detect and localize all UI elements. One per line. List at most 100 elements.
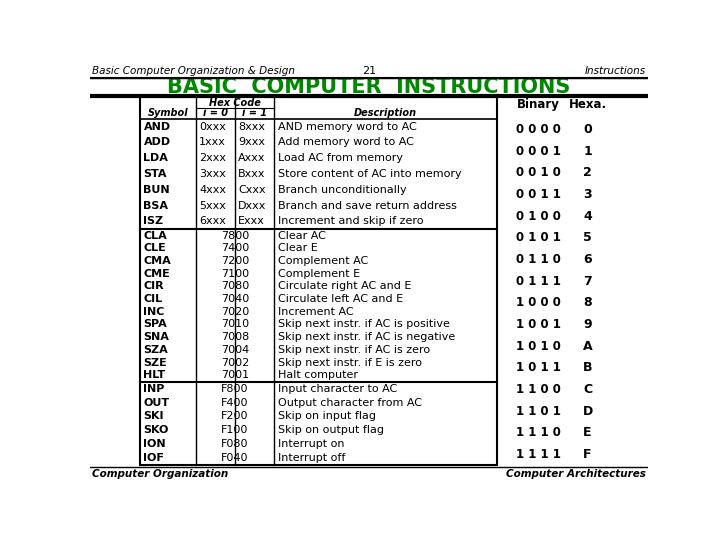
Text: SKO: SKO [143,426,169,435]
Text: CIR: CIR [143,281,164,292]
Text: 7004: 7004 [221,345,249,355]
Text: LDA: LDA [143,153,168,163]
Text: SPA: SPA [143,320,167,329]
Text: Store content of AC into memory: Store content of AC into memory [277,169,462,179]
Text: INC: INC [143,307,165,317]
Text: 0xxx: 0xxx [199,122,226,132]
Text: 1 0 0 1: 1 0 0 1 [516,318,561,331]
Text: Skip on input flag: Skip on input flag [277,411,376,421]
Text: 0 1 0 1: 0 1 0 1 [516,231,561,244]
Text: 7400: 7400 [221,243,249,253]
Text: Interrupt on: Interrupt on [277,440,344,449]
Text: Hex Code: Hex Code [209,98,261,107]
Text: 7080: 7080 [221,281,249,292]
Text: 0 1 1 0: 0 1 1 0 [516,253,561,266]
Text: 2: 2 [583,166,592,179]
Text: 21: 21 [362,66,376,76]
Text: Axxx: Axxx [238,153,266,163]
Text: F080: F080 [221,440,248,449]
Text: IOF: IOF [143,453,164,463]
Text: 7010: 7010 [221,320,249,329]
Text: F200: F200 [221,411,248,421]
Text: 0: 0 [583,123,592,136]
Text: F: F [583,448,592,461]
Text: Increment AC: Increment AC [277,307,354,317]
Text: E: E [583,426,592,439]
Text: Computer Architectures: Computer Architectures [506,469,646,478]
Text: Complement E: Complement E [277,269,360,279]
Text: 1 1 1 0: 1 1 1 0 [516,426,561,439]
Text: 0 1 1 1: 0 1 1 1 [516,275,561,288]
Text: CLE: CLE [143,243,166,253]
Text: Increment and skip if zero: Increment and skip if zero [277,217,423,226]
Text: 4xxx: 4xxx [199,185,226,195]
Text: Clear AC: Clear AC [277,231,325,240]
Text: 5: 5 [583,231,592,244]
Text: 8xxx: 8xxx [238,122,265,132]
Text: Hexa.: Hexa. [569,98,607,111]
Text: 3xxx: 3xxx [199,169,226,179]
Text: B: B [582,361,593,374]
Text: AND: AND [143,122,171,132]
Text: 1 1 1 1: 1 1 1 1 [516,448,561,461]
Text: Basic Computer Organization & Design: Basic Computer Organization & Design [92,66,295,76]
Text: BASIC  COMPUTER  INSTRUCTIONS: BASIC COMPUTER INSTRUCTIONS [167,77,571,97]
Text: Load AC from memory: Load AC from memory [277,153,402,163]
Text: 1 1 0 0: 1 1 0 0 [516,383,561,396]
Text: Dxxx: Dxxx [238,200,266,211]
Text: Bxxx: Bxxx [238,169,266,179]
Text: 7800: 7800 [221,231,249,240]
Text: CLA: CLA [143,231,167,240]
Text: ISZ: ISZ [143,217,163,226]
Text: 7001: 7001 [221,370,249,380]
Text: 7: 7 [583,275,592,288]
Text: 0 0 1 0: 0 0 1 0 [516,166,561,179]
Text: Description: Description [354,109,417,118]
Text: 5xxx: 5xxx [199,200,226,211]
Text: SZE: SZE [143,357,167,368]
Text: SNA: SNA [143,332,169,342]
Text: CMA: CMA [143,256,171,266]
Text: Skip next instr. if AC is negative: Skip next instr. if AC is negative [277,332,455,342]
Text: 1 0 1 1: 1 0 1 1 [516,361,561,374]
Text: 9: 9 [583,318,592,331]
Text: 6xxx: 6xxx [199,217,226,226]
Text: Output character from AC: Output character from AC [277,397,421,408]
Text: Branch unconditionally: Branch unconditionally [277,185,406,195]
Text: Symbol: Symbol [148,109,189,118]
Text: 0 0 0 1: 0 0 0 1 [516,145,561,158]
Text: BSA: BSA [143,200,168,211]
Text: F100: F100 [221,426,248,435]
Text: 1 0 0 0: 1 0 0 0 [516,296,561,309]
Text: Interrupt off: Interrupt off [277,453,345,463]
Text: 8: 8 [583,296,592,309]
Text: 1 0 1 0: 1 0 1 0 [516,340,561,353]
Text: 7002: 7002 [221,357,249,368]
Bar [140,97,497,465]
Text: 1xxx: 1xxx [199,137,226,147]
Text: Skip next instr. if E is zero: Skip next instr. if E is zero [277,357,421,368]
Text: Skip next instr. if AC is zero: Skip next instr. if AC is zero [277,345,430,355]
Text: Skip next instr. if AC is positive: Skip next instr. if AC is positive [277,320,449,329]
Text: INP: INP [143,383,165,394]
Text: SZA: SZA [143,345,168,355]
Text: Complement AC: Complement AC [277,256,368,266]
Text: F800: F800 [221,383,248,394]
Text: Cxxx: Cxxx [238,185,266,195]
Text: 0 0 0 0: 0 0 0 0 [516,123,561,136]
Text: Computer Organization: Computer Organization [92,469,228,478]
Text: Clear E: Clear E [277,243,318,253]
Text: 1: 1 [583,145,592,158]
Text: F400: F400 [221,397,248,408]
Text: 3: 3 [583,188,592,201]
Text: 7200: 7200 [221,256,249,266]
Text: STA: STA [143,169,167,179]
Text: Circulate left AC and E: Circulate left AC and E [277,294,402,304]
Text: Input character to AC: Input character to AC [277,383,397,394]
Text: D: D [582,404,593,417]
Text: HLT: HLT [143,370,166,380]
Text: F040: F040 [221,453,248,463]
Text: Branch and save return address: Branch and save return address [277,200,456,211]
Text: Circulate right AC and E: Circulate right AC and E [277,281,411,292]
Text: Binary: Binary [517,98,560,111]
